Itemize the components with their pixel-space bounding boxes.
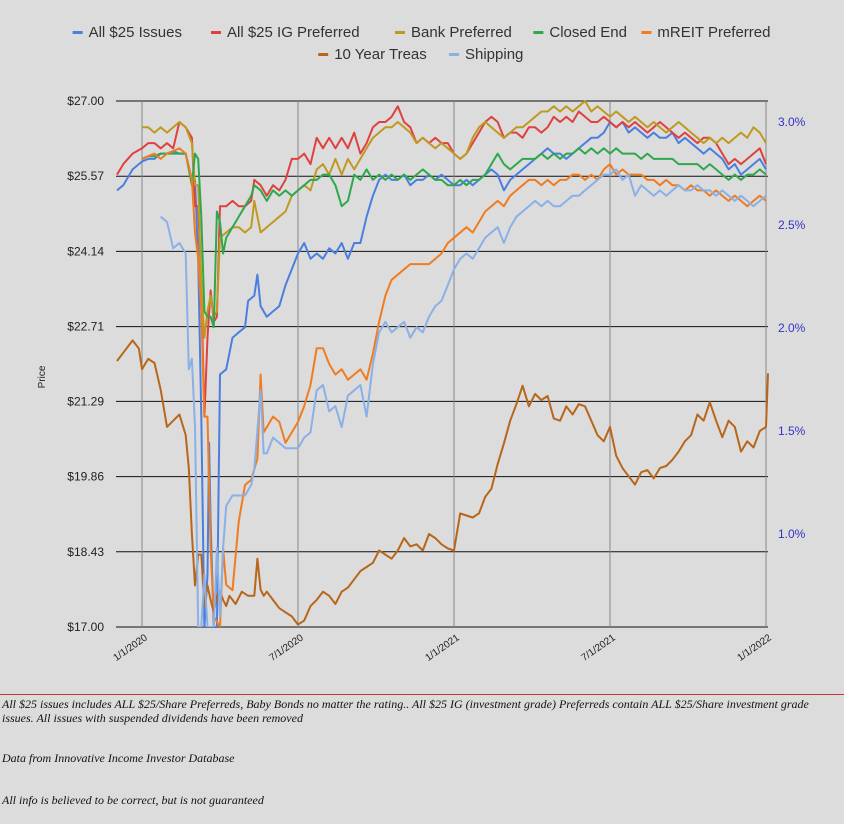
series-line-bank-preferred bbox=[142, 100, 767, 339]
notes-divider bbox=[0, 694, 844, 695]
legend-swatch-shipping bbox=[449, 53, 459, 56]
series-layer bbox=[116, 100, 769, 627]
x-tick-label: 7/1/2021 bbox=[580, 632, 619, 664]
y2-tick-label: 2.0% bbox=[778, 321, 806, 335]
legend-swatch-closed-end bbox=[533, 31, 544, 34]
x-tick-label: 7/1/2020 bbox=[268, 632, 307, 664]
y-tick-label: $24.14 bbox=[67, 244, 104, 258]
x-tick-label: 1/1/2021 bbox=[424, 632, 463, 664]
legend-label-bank-preferred: Bank Preferred bbox=[411, 24, 512, 41]
y-tick-label: $17.00 bbox=[67, 620, 104, 634]
y-tick-label: $18.43 bbox=[67, 545, 104, 559]
chart-area: $27.00 $25.57 $24.14 $22.71 $21.29 $19.86 $18.… bbox=[37, 24, 806, 664]
y2-tick-label: 1.5% bbox=[778, 424, 806, 438]
note-scope: All $25 issues includes ALL $25/Share Pr… bbox=[2, 697, 809, 725]
legend-label-closed-end: Closed End bbox=[549, 24, 627, 41]
legend-label-shipping: Shipping bbox=[465, 46, 523, 63]
y-tick-label: $22.71 bbox=[67, 320, 104, 334]
series-line-all-25-ig-preferred bbox=[116, 105, 767, 418]
legend-swatch-all-25-ig-preferred bbox=[211, 31, 221, 34]
series-line-closed-end bbox=[141, 147, 767, 329]
series-line-shipping bbox=[160, 168, 767, 627]
y-tick-label: $21.29 bbox=[67, 394, 104, 408]
note-data-source: Data from Innovative Income Investor Dat… bbox=[2, 751, 235, 765]
legend-swatch-10-year-treas bbox=[318, 53, 329, 56]
legend-label-all-25-ig-preferred: All $25 IG Preferred bbox=[227, 24, 360, 41]
series-line-all-25-issues bbox=[116, 121, 767, 627]
y-axis-title: Price bbox=[37, 365, 48, 388]
y-tick-label: $25.57 bbox=[67, 169, 104, 183]
line-chart: $27.00 $25.57 $24.14 $22.71 $21.29 $19.86 $18.… bbox=[37, 24, 806, 664]
note-disclaimer: All info is believed to be correct, but … bbox=[2, 793, 264, 807]
x-tick-label: 1/1/2022 bbox=[736, 632, 775, 664]
legend: All $25 Issues All $25 IG Preferred Bank P… bbox=[72, 24, 770, 63]
series-line-10-year-treas bbox=[116, 339, 769, 626]
legend-label-all-25-issues: All $25 Issues bbox=[89, 24, 182, 41]
legend-swatch-bank-preferred bbox=[395, 31, 405, 34]
legend-label-mreit-preferred: mREIT Preferred bbox=[657, 24, 770, 41]
y-tick-label: $27.00 bbox=[67, 94, 104, 108]
legend-swatch-all-25-issues bbox=[72, 31, 83, 34]
legend-label-10-year-treas: 10 Year Treas bbox=[334, 46, 427, 63]
y2-tick-label: 3.0% bbox=[778, 115, 806, 129]
y2-tick-label: 1.0% bbox=[778, 527, 806, 541]
y2-tick-label: 2.5% bbox=[778, 218, 806, 232]
legend-swatch-mreit-preferred bbox=[641, 31, 652, 34]
y-tick-label: $19.86 bbox=[67, 470, 104, 484]
grid-layer bbox=[116, 100, 768, 628]
x-tick-label: 1/1/2020 bbox=[112, 632, 151, 664]
